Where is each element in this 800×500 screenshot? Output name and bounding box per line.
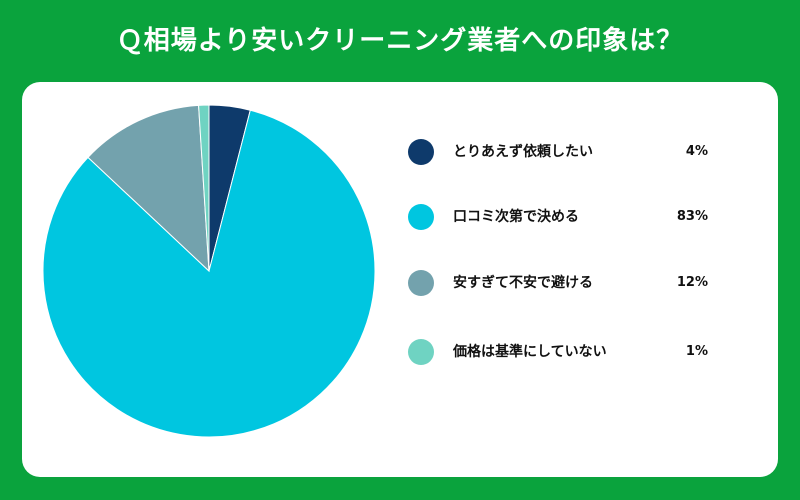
legend-swatch-1 xyxy=(408,204,434,230)
legend-item-1: 口コミ次第で決める 83% xyxy=(408,204,718,232)
legend-value-0: 4% xyxy=(685,144,708,159)
pie-slice-3 xyxy=(198,104,210,272)
legend-value-2: 12% xyxy=(676,275,708,290)
legend-item-2: 安すぎて不安で避ける 12% xyxy=(408,270,718,298)
pie-slice-2 xyxy=(87,104,210,273)
legend-value-3: 1% xyxy=(685,344,708,359)
legend-item-3: 価格は基準にしていない 1% xyxy=(408,339,718,367)
pie-chart xyxy=(42,104,376,438)
pie-slice-1 xyxy=(42,109,376,438)
legend-swatch-2 xyxy=(408,270,434,296)
legend-label-0: とりあえず依頼したい xyxy=(453,144,593,160)
legend-item-0: とりあえず依頼したい 4% xyxy=(408,139,718,167)
page-title: Ｑ相場より安いクリーニング業者への印象は？ xyxy=(116,26,684,56)
legend-label-3: 価格は基準にしていない xyxy=(453,344,607,360)
legend-label-1: 口コミ次第で決める xyxy=(453,209,579,225)
legend-value-1: 83% xyxy=(676,209,708,224)
legend-swatch-0 xyxy=(408,139,434,165)
legend-label-2: 安すぎて不安で避ける xyxy=(453,275,593,291)
legend-swatch-3 xyxy=(408,339,434,365)
